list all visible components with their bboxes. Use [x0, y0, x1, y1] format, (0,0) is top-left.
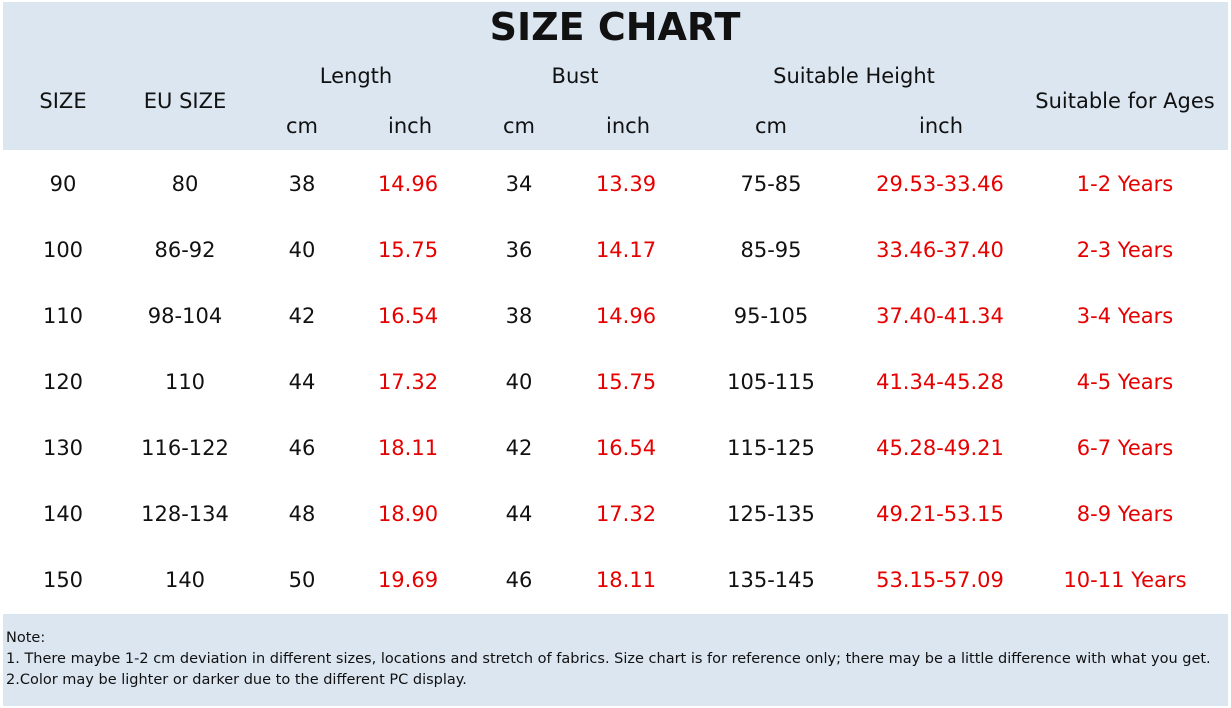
- cell: 13.39: [595, 172, 657, 196]
- cell: 100: [42, 238, 84, 262]
- column-header: Length: [319, 64, 393, 88]
- cell: 98-104: [147, 304, 223, 328]
- cell: 86-92: [154, 238, 216, 262]
- cell: 44: [288, 370, 316, 394]
- column-header: SIZE: [39, 89, 87, 113]
- cell: 50: [288, 568, 316, 592]
- unit-header: cm: [502, 114, 536, 138]
- cell: 19.69: [377, 568, 439, 592]
- cell: 42: [505, 436, 533, 460]
- cell: 116-122: [141, 436, 229, 460]
- cell: 17.32: [595, 502, 657, 526]
- cell: 16.54: [377, 304, 439, 328]
- note-label: Note:: [6, 630, 46, 646]
- cell: 42: [288, 304, 316, 328]
- cell: 40: [288, 238, 316, 262]
- column-header: Suitable Height: [773, 64, 935, 88]
- note: Note: 1. There maybe 1-2 cm deviation in…: [6, 628, 1211, 691]
- cell: 15.75: [595, 370, 657, 394]
- unit-header: cm: [285, 114, 319, 138]
- unit-header: inch: [388, 114, 432, 138]
- cell: 75-85: [740, 172, 802, 196]
- cell: 37.40-41.34: [876, 304, 1004, 328]
- cell: 90: [49, 172, 77, 196]
- column-header: Bust: [551, 64, 599, 88]
- cell: 46: [505, 568, 533, 592]
- cell: 29.53-33.46: [876, 172, 1004, 196]
- cell: 110: [164, 370, 206, 394]
- note-line: 2.Color may be lighter or darker due to …: [6, 672, 467, 688]
- cell: 38: [288, 172, 316, 196]
- cell: 4-5 Years: [1076, 370, 1174, 394]
- cell: 36: [505, 238, 533, 262]
- cell: 14.17: [595, 238, 657, 262]
- cell: 33.46-37.40: [876, 238, 1004, 262]
- cell: 135-145: [727, 568, 815, 592]
- cell: 41.34-45.28: [876, 370, 1004, 394]
- cell: 53.15-57.09: [876, 568, 1004, 592]
- cell: 15.75: [377, 238, 439, 262]
- cell: 6-7 Years: [1076, 436, 1174, 460]
- cell: 105-115: [727, 370, 815, 394]
- cell: 45.28-49.21: [876, 436, 1004, 460]
- cell: 38: [505, 304, 533, 328]
- cell: 48: [288, 502, 316, 526]
- cell: 34: [505, 172, 533, 196]
- cell: 85-95: [740, 238, 802, 262]
- unit-header: inch: [606, 114, 650, 138]
- cell: 110: [42, 304, 84, 328]
- unit-header: cm: [754, 114, 788, 138]
- cell: 40: [505, 370, 533, 394]
- cell: 125-135: [727, 502, 815, 526]
- column-header: Suitable for Ages: [1035, 89, 1215, 113]
- note-line: 1. There maybe 1-2 cm deviation in diffe…: [6, 651, 1211, 667]
- cell: 115-125: [727, 436, 815, 460]
- cell: 14.96: [377, 172, 439, 196]
- header-band: [3, 2, 1228, 150]
- cell: 44: [505, 502, 533, 526]
- cell: 8-9 Years: [1076, 502, 1174, 526]
- cell: 150: [42, 568, 84, 592]
- cell: 80: [171, 172, 199, 196]
- cell: 18.90: [377, 502, 439, 526]
- cell: 120: [42, 370, 84, 394]
- cell: 17.32: [377, 370, 439, 394]
- cell: 46: [288, 436, 316, 460]
- cell: 49.21-53.15: [876, 502, 1004, 526]
- cell: 18.11: [595, 568, 657, 592]
- column-header: EU SIZE: [143, 89, 227, 113]
- cell: 140: [42, 502, 84, 526]
- unit-header: inch: [919, 114, 963, 138]
- title: SIZE CHART: [489, 5, 741, 49]
- cell: 3-4 Years: [1076, 304, 1174, 328]
- cell: 10-11 Years: [1063, 568, 1187, 592]
- cell: 95-105: [733, 304, 809, 328]
- cell: 16.54: [595, 436, 657, 460]
- cell: 18.11: [377, 436, 439, 460]
- cell: 2-3 Years: [1076, 238, 1174, 262]
- note-band: [3, 614, 1228, 706]
- cell: 1-2 Years: [1076, 172, 1174, 196]
- cell: 128-134: [141, 502, 229, 526]
- cell: 140: [164, 568, 206, 592]
- cell: 130: [42, 436, 84, 460]
- cell: 14.96: [595, 304, 657, 328]
